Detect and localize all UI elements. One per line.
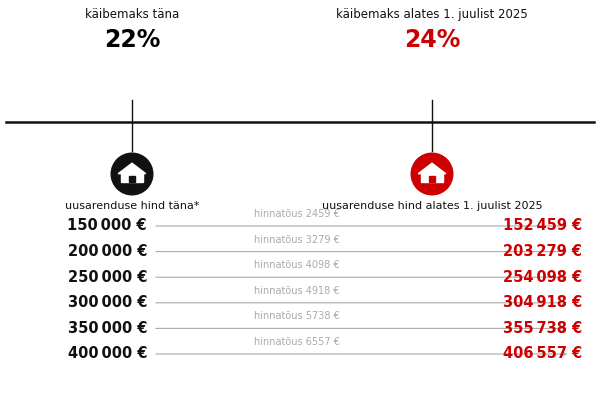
Text: hinnatõus 4098 €: hinnatõus 4098 € [254,260,340,270]
Text: 304 918 €: 304 918 € [503,295,582,310]
Text: 152 459 €: 152 459 € [503,218,582,234]
Text: uusarenduse hind alates 1. juulist 2025: uusarenduse hind alates 1. juulist 2025 [322,201,542,211]
Text: uusarenduse hind täna*: uusarenduse hind täna* [65,201,199,211]
Text: hinnatõus 4918 €: hinnatõus 4918 € [254,286,340,296]
Text: 350 000 €: 350 000 € [67,321,147,336]
Polygon shape [118,163,146,174]
Text: 254 098 €: 254 098 € [503,270,582,285]
Text: hinnatõus 2459 €: hinnatõus 2459 € [254,209,340,219]
Text: käibemaks täna: käibemaks täna [85,8,179,21]
Text: 400 000 €: 400 000 € [67,346,147,362]
Polygon shape [418,163,446,174]
Text: hinnatõus 5738 €: hinnatõus 5738 € [254,311,340,322]
Text: hinnatõus 6557 €: hinnatõus 6557 € [254,337,340,347]
Text: hinnatõus 3279 €: hinnatõus 3279 € [254,234,340,244]
Polygon shape [429,176,435,182]
Text: 150 000 €: 150 000 € [67,218,147,234]
Polygon shape [121,173,143,182]
Circle shape [411,153,453,195]
Text: 200 000 €: 200 000 € [67,244,147,259]
Text: 300 000 €: 300 000 € [67,295,147,310]
Text: 355 738 €: 355 738 € [503,321,582,336]
Text: 406 557 €: 406 557 € [503,346,582,362]
Text: käibemaks alates 1. juulist 2025: käibemaks alates 1. juulist 2025 [336,8,528,21]
Text: 203 279 €: 203 279 € [503,244,582,259]
Text: 250 000 €: 250 000 € [67,270,147,285]
Circle shape [111,153,153,195]
Text: 24%: 24% [404,28,460,52]
Text: 22%: 22% [104,28,160,52]
Polygon shape [129,176,135,182]
Polygon shape [421,173,443,182]
